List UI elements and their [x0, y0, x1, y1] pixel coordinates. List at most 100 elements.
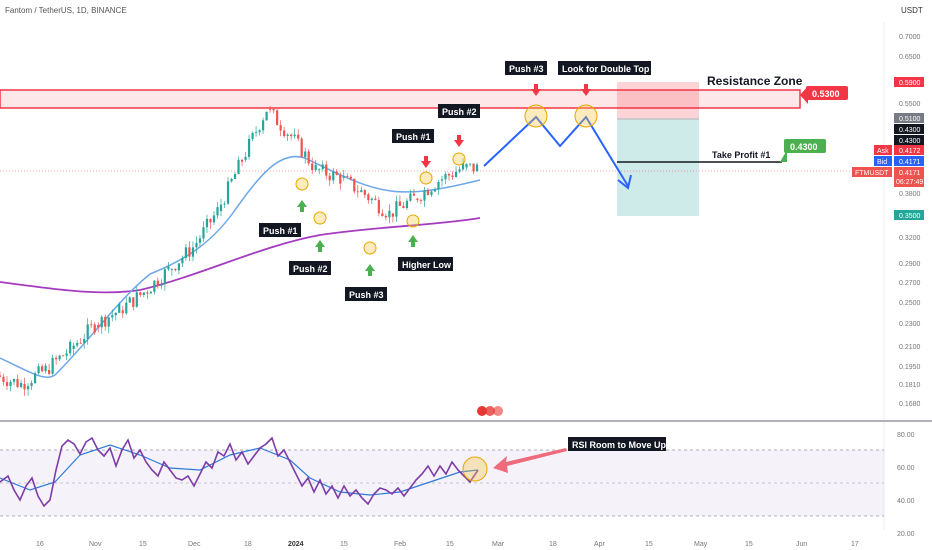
candle-body — [409, 193, 412, 201]
time-tick: 15 — [340, 541, 348, 548]
price-tick: 0.2500 — [899, 300, 921, 307]
candle-body — [433, 189, 437, 192]
price-axis[interactable]: 0.7000 0.6500 0.5500 0.3800 0.3200 0.290… — [899, 34, 921, 408]
upper-target-badge — [894, 77, 924, 87]
candle-body — [184, 247, 188, 258]
red-arrow-icon — [531, 84, 541, 96]
label-higher-low: Higher Low — [402, 260, 452, 270]
price-tick: 0.5500 — [899, 101, 921, 108]
candle-body — [195, 242, 198, 248]
take-profit[interactable]: Take Profit #1 0.4300 — [617, 139, 826, 163]
candle-body — [139, 292, 142, 296]
candle-body — [149, 291, 152, 294]
candle-body — [444, 174, 447, 180]
candle-body — [454, 171, 458, 177]
red-arrow-icon — [581, 84, 591, 96]
candle-body — [353, 178, 356, 192]
candle-body — [128, 297, 131, 303]
bid-value-badge — [894, 156, 924, 166]
rsi-note-arrow — [493, 448, 567, 473]
candle-body — [118, 303, 121, 313]
candles[interactable] — [0, 105, 479, 396]
candle-body — [167, 266, 170, 270]
time-tick: Dec — [188, 541, 201, 548]
candle-body — [142, 292, 145, 296]
last-price-badge — [894, 167, 924, 187]
green-arrow-icon — [408, 235, 418, 247]
candle-body — [219, 204, 223, 212]
resistance-zone[interactable]: Resistance Zone 0.5300 — [0, 74, 848, 109]
candle-body — [19, 382, 23, 388]
logo-circle — [477, 406, 487, 416]
push-markers: Push #1 Push #2 Push #3 Higher Low Push … — [259, 104, 480, 301]
long-ma-line — [0, 217, 481, 294]
projection[interactable]: Push #3 Look for Double Top — [483, 61, 651, 190]
label-bg — [398, 257, 453, 271]
candle-body — [388, 210, 391, 218]
ask-label: Ask — [877, 148, 889, 155]
candle-body — [349, 176, 352, 179]
last-price: 0.4171 — [899, 170, 921, 177]
candle-body — [9, 381, 12, 386]
candle-body — [440, 179, 444, 181]
bid-value: 0.4171 — [899, 159, 921, 166]
chart-title: Fantom / TetherUS, 1D, BINANCE — [5, 6, 127, 15]
candle-body — [311, 163, 314, 171]
ask-value: 0.4172 — [899, 148, 921, 155]
time-tick: Apr — [594, 541, 606, 548]
candle-body — [381, 213, 384, 217]
candle-body — [360, 190, 363, 193]
time-tick: May — [694, 541, 708, 548]
candle-body — [258, 130, 261, 133]
candle-body — [216, 207, 219, 216]
candle-body — [346, 176, 349, 177]
candle-body — [384, 216, 387, 218]
candle-body — [44, 365, 47, 372]
price-tick: 0.2300 — [899, 321, 921, 328]
price-tick: 0.1810 — [899, 382, 921, 389]
candle-body — [223, 203, 226, 205]
price-tick: 0.2100 — [899, 344, 921, 351]
candle-body — [237, 159, 240, 175]
candle-body — [332, 171, 335, 181]
candle-body — [451, 175, 454, 177]
target-zone — [617, 119, 699, 216]
label-push2-upper: Push #2 — [442, 107, 477, 117]
candle-body — [0, 375, 2, 377]
label-double-top: Look for Double Top — [562, 64, 650, 74]
candle-body — [293, 134, 296, 137]
candle-body — [205, 218, 209, 228]
entry-badge-a — [894, 124, 924, 134]
candle-body — [240, 159, 244, 162]
candle-body — [377, 199, 380, 214]
candle-body — [419, 200, 423, 201]
candle-body — [430, 191, 433, 195]
candle-body — [325, 164, 328, 176]
projection-path — [483, 115, 629, 187]
candle-body — [69, 341, 72, 354]
time-tick: 2024 — [288, 541, 304, 548]
candle-body — [209, 218, 212, 223]
time-axis[interactable]: 16 Nov 15 Dec 18 2024 15 Feb 15 Mar 18 A… — [36, 541, 859, 548]
resistance-zone-label: Resistance Zone — [707, 74, 803, 88]
currency-label: USDT — [901, 6, 923, 15]
candle-body — [104, 316, 107, 327]
marker-circle — [419, 171, 433, 185]
candle-body — [328, 175, 331, 181]
price-badges: 0.5900 0.5100 0.4300 0.4300 Ask 0.4172 B… — [852, 77, 924, 220]
rsi-pane[interactable]: RSI Room to Move Up 80.00 60.00 40.00 20… — [0, 432, 915, 538]
candle-body — [58, 355, 61, 360]
candle-body — [160, 284, 163, 286]
candle-body — [335, 171, 338, 175]
candle-body — [458, 169, 461, 172]
projection-top-2 — [574, 104, 598, 128]
position-box[interactable] — [617, 82, 699, 216]
candle-body — [405, 200, 409, 208]
candle-body — [233, 174, 237, 179]
label-push2-lower: Push #2 — [293, 264, 328, 274]
candle-body — [100, 316, 103, 328]
candle-body — [391, 213, 394, 217]
candle-body — [367, 194, 370, 201]
green-arrow-icon — [315, 240, 325, 252]
